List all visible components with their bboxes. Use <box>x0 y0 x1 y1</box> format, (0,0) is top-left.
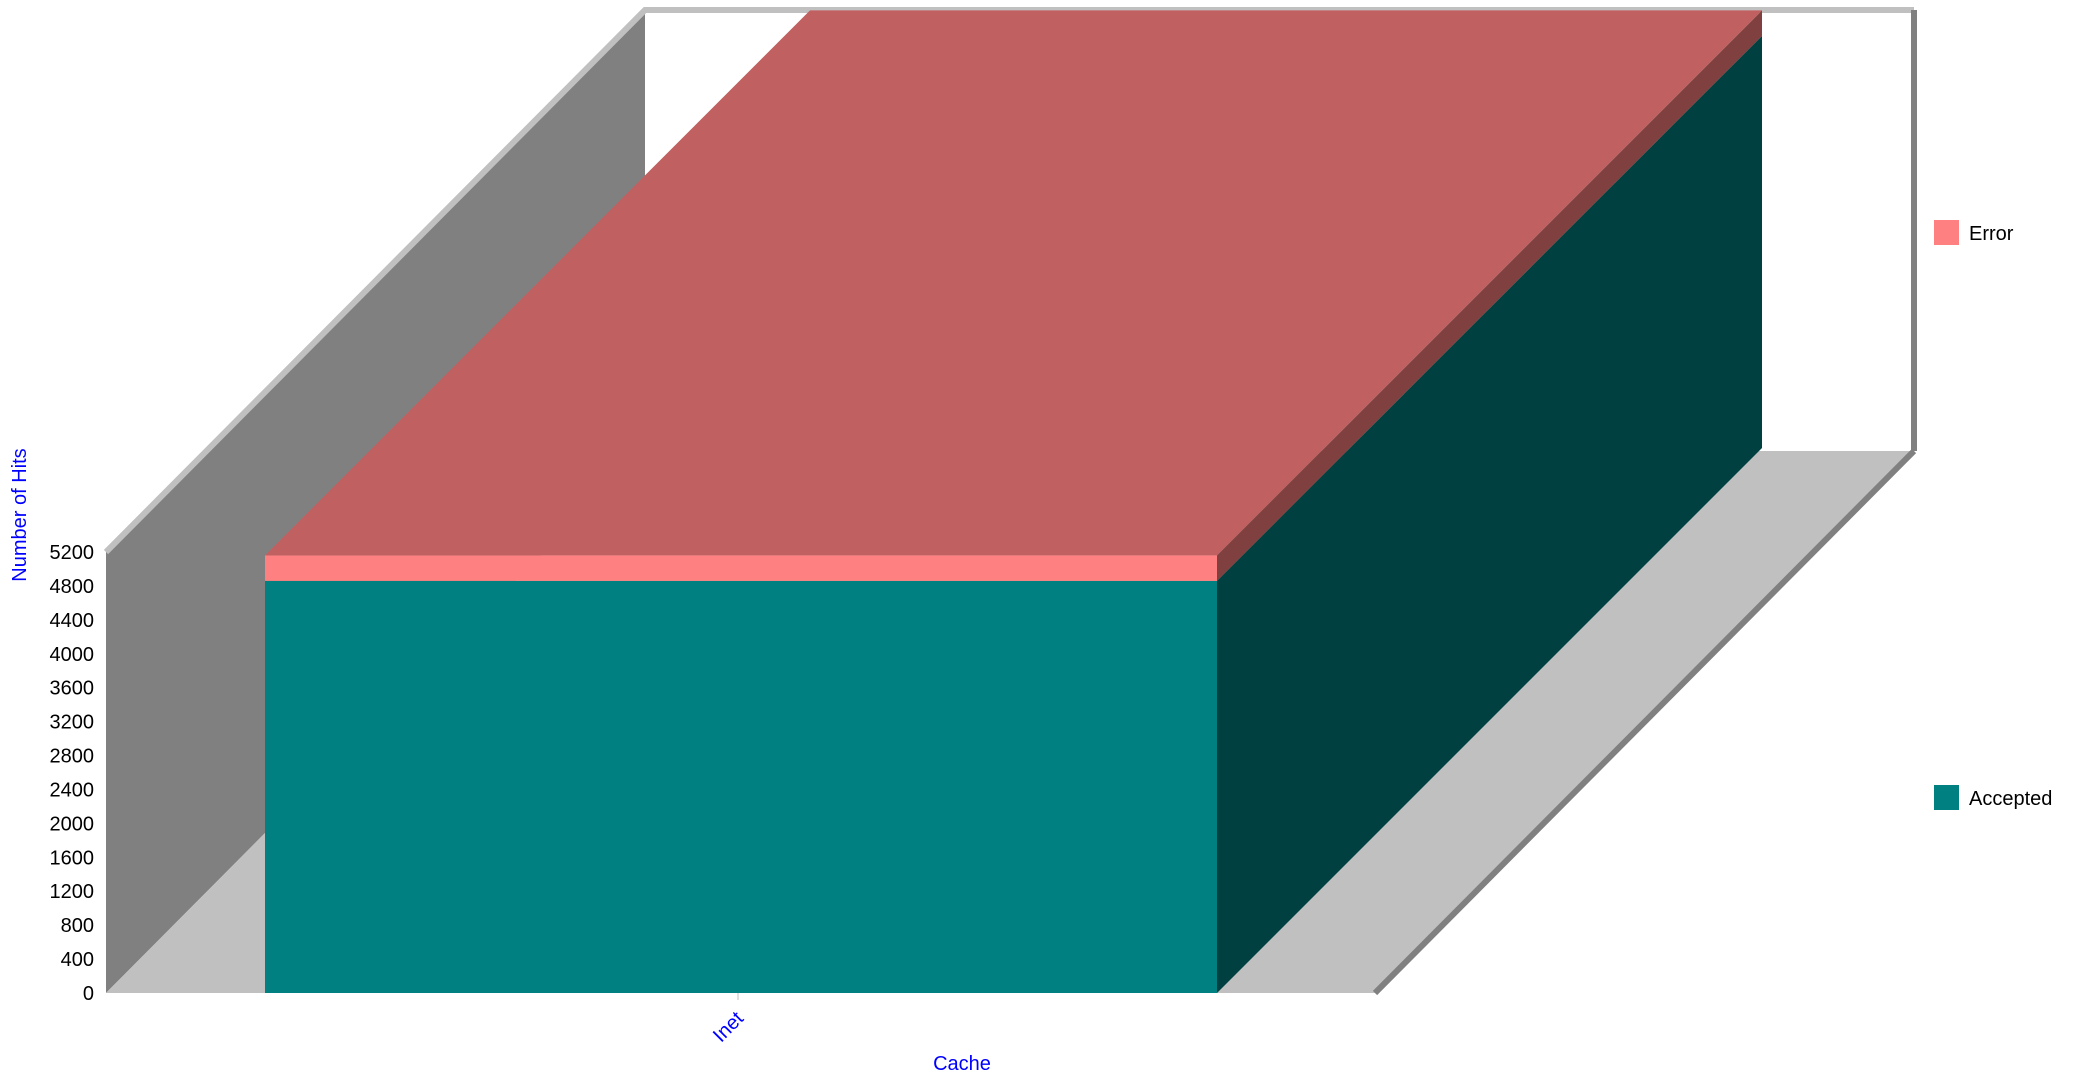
bar-accepted-side <box>1217 35 1762 994</box>
legend-swatch-accepted <box>1934 785 1959 810</box>
bar-error-front <box>265 555 1217 581</box>
legend-swatch-error <box>1934 220 1959 245</box>
y-tick-label: 1600 <box>50 847 95 869</box>
legend-label-error: Error <box>1969 223 2014 245</box>
chart-floor-front-edge <box>1372 448 1917 996</box>
x-axis-title: Cache <box>933 1053 991 1072</box>
bar-error-top <box>265 10 1762 556</box>
bar-accepted-front <box>265 580 1217 993</box>
y-tick-label: 4800 <box>50 576 95 598</box>
y-tick-label: 3200 <box>50 712 95 734</box>
y-tick-label: 2000 <box>50 813 95 835</box>
y-tick-label: 1200 <box>50 881 95 903</box>
y-tick-label: 5200 <box>50 542 95 564</box>
y-axis-title: Number of Hits <box>9 448 31 581</box>
y-tick-label: 0 <box>83 983 94 1005</box>
legend-label-accepted: Accepted <box>1969 788 2052 810</box>
chart-frame-top-edge <box>103 7 1914 555</box>
y-tick-label: 2800 <box>50 746 95 768</box>
y-tick-label: 4400 <box>50 610 95 632</box>
legend: Error Accepted <box>1934 220 2052 810</box>
y-tick-label: 3600 <box>50 678 95 700</box>
y-tick-label: 2400 <box>50 779 95 801</box>
bar-group <box>265 10 1762 994</box>
y-tick-label: 4000 <box>50 644 95 666</box>
y-tick-label: 400 <box>61 949 94 971</box>
y-axis-ticks: 0 400 800 1200 1600 2000 2400 2800 3200 3600 4000 4… <box>50 542 95 1005</box>
y-tick-label: 800 <box>61 915 94 937</box>
x-category-label: Inet <box>709 1007 748 1046</box>
bar-error-side <box>1217 10 1762 581</box>
